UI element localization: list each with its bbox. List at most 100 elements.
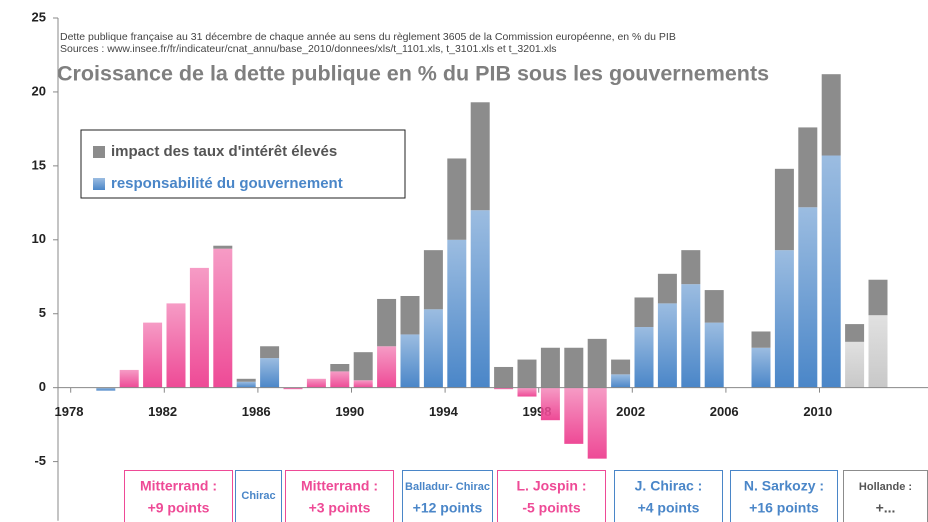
government-box [730,470,838,522]
bar-impact [330,364,350,372]
legend-swatch [93,146,105,158]
bar [611,374,631,388]
bar [587,387,607,459]
y-tick-label: 5 [39,305,46,320]
y-tick-label: -5 [34,453,46,468]
bar-impact [564,347,584,388]
bar [306,378,326,388]
bar-impact [517,359,537,388]
x-tick-label: 2010 [803,404,832,419]
government-label: Mitterrand : [140,478,217,494]
bar-impact [213,245,233,249]
bar [868,315,888,388]
government-label: Balladur- Chirac [405,481,490,493]
government-label: J. Chirac : [635,478,703,494]
x-tick-label: 1990 [335,404,364,419]
government-box [124,470,233,522]
government-label: N. Sarkozy : [744,478,824,494]
bar [564,387,584,444]
bar [96,387,116,391]
bar [283,387,303,390]
bar [260,358,280,388]
bar [353,380,373,388]
bar-impact [774,168,794,251]
bar [540,387,560,421]
x-tick-label: 1978 [55,404,84,419]
bar-impact [423,250,443,310]
bar [751,347,771,388]
x-tick-label: 1994 [429,404,459,419]
bar [634,327,654,388]
subtitle: Dette publique française au 31 décembre … [60,31,676,43]
government-label: +3 points [309,500,371,516]
government-box [497,470,606,522]
bar-impact [798,127,818,208]
bar [400,334,420,388]
government-label: L. Jospin : [517,478,587,494]
x-tick-label: 1982 [148,404,177,419]
bar-impact [634,297,654,328]
bar-impact [260,346,280,359]
bar-impact [845,324,865,342]
government-label: Chirac [241,490,275,502]
bar-impact [704,290,724,323]
bar [798,207,818,388]
legend-label: impact des taux d'intérêt élevés [111,143,337,160]
bar-impact [868,279,888,316]
x-tick-label: 2002 [616,404,645,419]
y-tick-label: 25 [32,9,46,24]
x-tick-label: 2006 [710,404,739,419]
bar-impact [236,378,256,382]
government-label: +16 points [749,500,819,516]
bar [236,381,256,388]
bar [681,284,701,388]
bar [517,387,537,397]
bar [377,346,397,388]
subtitle: Sources : www.insee.fr/fr/indicateur/cna… [60,43,557,55]
bar-impact [470,102,490,211]
government-box [285,470,394,522]
y-tick-label: 20 [32,83,46,98]
government-label: -5 points [522,500,581,516]
government-box [843,470,928,522]
y-tick-label: 0 [39,379,46,394]
bar [447,239,467,388]
government-label: Mitterrand : [301,478,378,494]
bar-impact [657,273,677,304]
bar [189,267,209,388]
bar [423,309,443,388]
legend-box [80,129,406,199]
y-tick-label: 15 [32,157,46,172]
bar-impact [587,338,607,388]
bar [213,248,233,388]
bar-impact [681,250,701,285]
government-box [614,470,723,522]
legend-swatch [93,178,105,190]
bar [657,303,677,388]
bar [119,369,139,388]
government-label: +... [876,500,896,516]
bar [821,155,841,388]
bar-impact [540,347,560,388]
bar-impact [447,158,467,240]
bar [470,210,490,388]
government-label: +12 points [413,500,483,516]
bar [494,387,514,390]
government-label: +9 points [148,500,210,516]
bar [845,341,865,388]
bar-impact [494,366,514,388]
government-label: +4 points [638,500,700,516]
chart-title: Croissance de la dette publique en % du … [57,62,769,86]
bar-impact [400,295,420,335]
legend-label: responsabilité du gouvernement [111,175,343,192]
bar [166,303,186,388]
bar-impact [377,298,397,347]
bar-impact [751,331,771,348]
bar [774,250,794,388]
bar [143,322,163,388]
government-label: Hollande : [859,481,912,493]
government-box [235,470,282,522]
y-tick-label: 10 [32,231,46,246]
